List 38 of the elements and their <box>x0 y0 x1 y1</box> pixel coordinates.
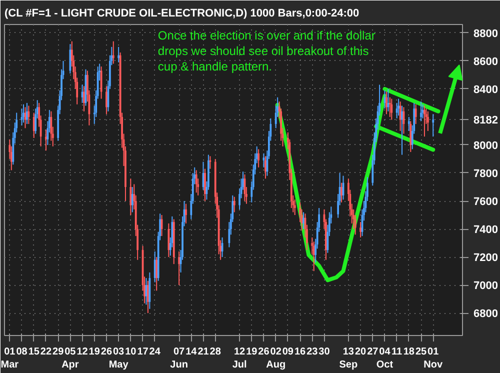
x-tick-label: 12 Jul <box>232 346 247 371</box>
x-tick-label: 16 <box>294 346 306 358</box>
x-tick-label: 28 <box>210 346 222 358</box>
x-tick-label: 20 <box>354 346 367 358</box>
x-tick-label: 11 <box>392 346 403 358</box>
y-tick-label: 8400 <box>474 84 498 96</box>
x-tick-label: 21 <box>198 346 210 358</box>
x-tick-label: 29 <box>52 346 64 358</box>
annotation: Once the election is over and if the dollar drops we should see oil breakout of this cup & handle pattern. <box>158 28 376 74</box>
chart-title: (CL #F=1 - LIGHT CRUDE OIL-ELECTRONIC,D) 1000 Bars,0:00-24:00 <box>4 8 360 20</box>
y-tick-label: 7600 <box>474 196 498 208</box>
y-tick-label: 8600 <box>474 56 498 68</box>
y-tick-label: 8182 <box>474 114 498 126</box>
x-tick-label: 09 <box>282 346 294 358</box>
x-tick-label: 22 <box>40 346 52 358</box>
x-tick-label: 25 <box>415 346 428 358</box>
y-tick-label: 6800 <box>474 308 498 320</box>
x-tick-label: 23 <box>306 346 318 358</box>
x-tick-label: 26 <box>100 346 112 358</box>
y-tick-label: 8000 <box>474 140 498 152</box>
y-tick-label: 7000 <box>474 280 498 292</box>
x-tick-label: 08 <box>16 346 28 358</box>
x-tick-label: 14 <box>186 346 198 358</box>
x-tick-label: 27 <box>367 346 379 358</box>
x-tick-label: 10 <box>125 346 137 358</box>
x-tick-label: 30 <box>318 346 330 358</box>
x-tick-label: 19 <box>88 346 100 358</box>
x-tick-label: 17 <box>137 346 149 358</box>
x-tick-label: 26 <box>258 346 270 358</box>
y-tick-label: 7200 <box>474 252 498 264</box>
x-tick-label: 24 <box>149 346 161 358</box>
x-tick-label: 19 <box>246 346 258 358</box>
x-tick-label: 18 <box>403 346 415 358</box>
y-tick-label: 7400 <box>474 224 498 236</box>
y-tick-label: 7800 <box>474 168 498 180</box>
x-tick-label: 15 <box>28 346 40 358</box>
y-tick-label: 8800 <box>474 28 498 40</box>
x-tick-label: 12 <box>76 346 88 358</box>
